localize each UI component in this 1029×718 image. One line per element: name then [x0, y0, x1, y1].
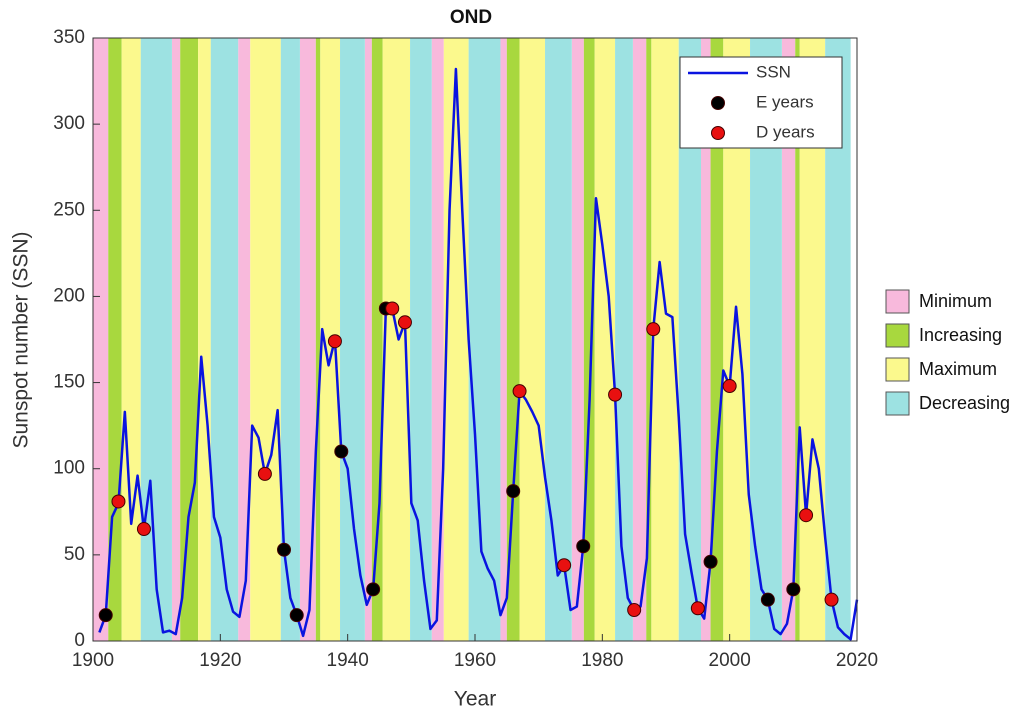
phase-band	[795, 38, 800, 641]
phase-band	[678, 38, 702, 641]
phase-band	[632, 38, 647, 641]
phase-band	[299, 38, 316, 641]
year-marker	[397, 315, 412, 330]
year-marker	[824, 592, 839, 607]
year-marker	[627, 602, 642, 617]
year-marker	[786, 582, 801, 597]
x-tick-label: 1920	[199, 650, 241, 671]
year-marker	[703, 554, 718, 569]
year-marker	[690, 601, 705, 616]
phase-band	[140, 38, 172, 641]
phase-swatch	[885, 391, 910, 416]
chart-title: OND	[450, 7, 492, 28]
y-tick-label: 150	[53, 372, 85, 393]
phase-band	[364, 38, 372, 641]
phase-band	[371, 38, 383, 641]
year-marker	[799, 508, 814, 523]
year-marker	[760, 592, 775, 607]
x-axis-label: Year	[454, 688, 496, 711]
phase-band	[280, 38, 300, 641]
phase-band	[615, 38, 633, 641]
y-tick-label: 0	[74, 630, 85, 651]
year-marker	[608, 387, 623, 402]
year-marker	[385, 301, 400, 316]
year-marker	[136, 522, 151, 537]
year-marker	[512, 384, 527, 399]
phase-band	[93, 38, 109, 641]
phase-band	[571, 38, 584, 641]
x-tick-label: 2020	[836, 650, 878, 671]
y-tick-label: 300	[53, 113, 85, 134]
year-marker	[576, 539, 591, 554]
phase-label: Increasing	[919, 325, 1002, 345]
phase-band	[121, 38, 141, 641]
phase-band	[646, 38, 652, 641]
phase-band	[315, 38, 321, 641]
phase-swatch	[885, 357, 910, 382]
phase-band	[500, 38, 507, 641]
legend-label: SSN	[756, 62, 791, 81]
phase-band	[468, 38, 501, 641]
legend-marker	[711, 96, 725, 110]
phase-band	[781, 38, 796, 641]
x-tick-label: 1960	[454, 650, 496, 671]
phase-swatch	[885, 289, 910, 314]
year-marker	[257, 466, 272, 481]
y-tick-label: 200	[53, 285, 85, 306]
y-tick-label: 250	[53, 199, 85, 220]
y-axis-label: Sunspot number (SSN)	[10, 231, 33, 448]
phase-label: Decreasing	[919, 393, 1010, 413]
phase-band	[171, 38, 181, 641]
year-marker	[327, 334, 342, 349]
phase-band	[250, 38, 281, 641]
phase-band	[210, 38, 239, 641]
phase-band	[238, 38, 251, 641]
x-tick-label: 1980	[581, 650, 623, 671]
ssn-line	[98, 67, 859, 641]
x-tick-label: 1940	[327, 650, 369, 671]
phase-band	[198, 38, 211, 641]
y-tick-label: 100	[53, 458, 85, 479]
year-marker	[646, 322, 661, 337]
phase-band	[340, 38, 365, 641]
year-marker	[557, 558, 572, 573]
phase-label: Maximum	[919, 359, 997, 379]
year-marker	[289, 608, 304, 623]
phase-band	[545, 38, 572, 641]
legend-marker	[711, 126, 725, 140]
phase-band	[701, 38, 711, 641]
plot-frame	[92, 37, 858, 642]
phase-band	[519, 38, 546, 641]
y-tick-label: 350	[53, 27, 85, 48]
year-marker	[366, 582, 381, 597]
phase-label: Minimum	[919, 291, 992, 311]
phase-band	[431, 38, 444, 641]
year-marker	[277, 542, 291, 557]
legend-label: D years	[756, 122, 815, 141]
x-tick-label: 2000	[709, 650, 751, 671]
year-marker	[334, 444, 349, 459]
year-marker	[98, 608, 113, 623]
year-marker	[506, 484, 521, 499]
phase-band	[594, 38, 616, 641]
phase-band	[443, 38, 469, 641]
year-marker	[722, 379, 737, 394]
phase-band	[583, 38, 595, 641]
phase-band	[180, 38, 199, 641]
x-tick-label: 1900	[72, 650, 114, 671]
phase-swatch	[885, 323, 910, 348]
y-tick-label: 50	[64, 544, 85, 565]
year-marker	[111, 494, 126, 509]
legend-label: E years	[756, 92, 814, 111]
phase-band	[410, 38, 432, 641]
